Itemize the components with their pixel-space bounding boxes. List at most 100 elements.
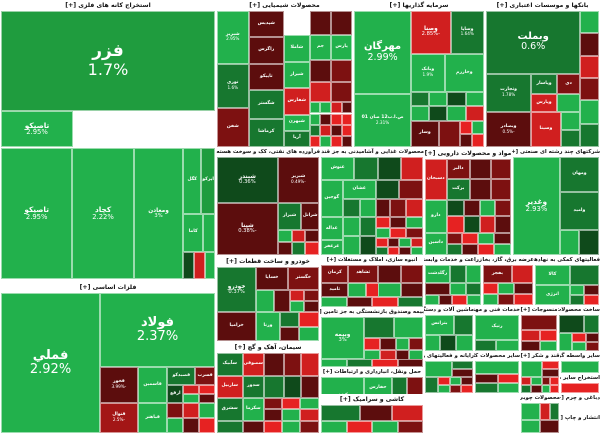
treemap-tile[interactable] [425, 361, 452, 377]
treemap-tile[interactable] [450, 265, 466, 284]
treemap-tile[interactable] [301, 375, 319, 399]
treemap-tile[interactable]: فاسمین [137, 367, 168, 403]
treemap-tile[interactable] [391, 405, 423, 421]
treemap-tile[interactable] [283, 375, 302, 399]
treemap-tile[interactable] [389, 227, 407, 239]
treemap-tile[interactable]: ختور [256, 289, 274, 313]
treemap-tile[interactable] [379, 337, 396, 351]
treemap-tile[interactable] [346, 420, 372, 433]
treemap-tile[interactable] [409, 337, 423, 351]
treemap-tile[interactable] [446, 216, 465, 233]
treemap-tile[interactable]: شرانل [301, 202, 319, 230]
treemap-tile[interactable]: ساربیل [217, 375, 243, 399]
treemap-tile[interactable] [580, 55, 599, 78]
treemap-tile[interactable]: خودرو 0.37% [217, 267, 257, 313]
treemap-tile[interactable]: دشیمی [491, 179, 511, 200]
treemap-tile[interactable]: سصوفی [242, 353, 265, 376]
treemap-tile[interactable] [291, 229, 306, 243]
treemap-tile[interactable] [273, 289, 290, 313]
treemap-tile[interactable] [464, 216, 480, 233]
treemap-tile[interactable] [464, 199, 480, 217]
treemap-tile[interactable] [309, 135, 321, 147]
treemap-tile[interactable] [580, 33, 599, 56]
treemap-tile[interactable] [397, 420, 423, 433]
treemap-tile[interactable] [360, 236, 376, 255]
treemap-tile[interactable]: غنوش [321, 157, 355, 180]
treemap-tile[interactable] [541, 385, 551, 393]
treemap-tile[interactable]: وبصادر -0.5% [486, 112, 532, 147]
treemap-tile[interactable]: وبملت 0.6% [486, 11, 581, 74]
treemap-tile[interactable] [277, 229, 292, 243]
treemap-tile[interactable]: غداله [321, 217, 343, 241]
treemap-tile[interactable] [372, 297, 398, 307]
treemap-tile[interactable] [461, 377, 473, 385]
treemap-tile[interactable] [299, 312, 319, 327]
treemap-tile[interactable] [183, 394, 200, 403]
treemap-tile[interactable] [556, 94, 581, 113]
treemap-tile[interactable] [167, 403, 184, 418]
treemap-tile[interactable] [465, 283, 481, 295]
treemap-tile[interactable] [583, 315, 599, 333]
treemap-tile[interactable]: کچاد 2.22% [72, 148, 134, 279]
treemap-tile[interactable] [342, 217, 361, 237]
treemap-tile[interactable] [521, 361, 542, 377]
treemap-tile[interactable] [561, 423, 599, 433]
treemap-tile[interactable] [281, 409, 301, 421]
treemap-tile[interactable] [411, 246, 423, 255]
treemap-tile[interactable] [446, 232, 463, 244]
treemap-tile[interactable] [460, 133, 473, 147]
treemap-tile[interactable]: وساپا 1.64% [450, 11, 484, 54]
treemap-tile[interactable] [342, 135, 352, 147]
treemap-tile[interactable] [289, 289, 305, 301]
treemap-tile[interactable]: جم [309, 35, 332, 60]
treemap-tile[interactable] [397, 358, 423, 367]
treemap-tile[interactable]: خگستر [287, 267, 319, 290]
treemap-tile[interactable] [438, 295, 453, 305]
sector-header-oil-coal-nuclear-products[interactable]: فرآورده های نفتی، کک و سوخت هسته ای [+] [216, 148, 320, 157]
treemap-tile[interactable]: کگل [183, 148, 202, 214]
treemap-tile[interactable] [483, 283, 499, 295]
treemap-tile[interactable]: شاراک [309, 11, 332, 36]
treemap-tile[interactable] [300, 409, 319, 421]
treemap-tile[interactable] [497, 373, 519, 384]
treemap-tile[interactable] [585, 342, 599, 351]
treemap-tile[interactable]: خساپا [256, 267, 288, 290]
treemap-tile[interactable] [183, 251, 195, 279]
treemap-tile[interactable] [479, 199, 496, 217]
treemap-tile[interactable] [452, 295, 467, 305]
treemap-tile[interactable] [395, 337, 410, 351]
treemap-tile[interactable]: شگستر [248, 90, 284, 119]
treemap-tile[interactable] [375, 217, 390, 228]
treemap-tile[interactable]: ص.ا.ب12 صان 01 2.31% [354, 94, 412, 147]
treemap-tile[interactable] [462, 243, 478, 255]
treemap-tile[interactable]: شبریز 2.95% [217, 11, 249, 64]
treemap-tile[interactable] [300, 420, 319, 433]
treemap-tile[interactable] [561, 361, 599, 373]
treemap-tile[interactable]: بترانس [425, 315, 454, 335]
treemap-tile[interactable] [438, 377, 450, 385]
sector-header-machinery-equipment[interactable]: ماشین آلات و دستگاههای برقی [+] [424, 306, 474, 315]
treemap-tile[interactable]: فسرب [195, 367, 215, 385]
sector-header-other-manufacturing[interactable]: سایر محصولات کانی غیرفلزی [+] [474, 352, 520, 361]
treemap-tile[interactable] [304, 289, 319, 301]
sector-header-misc-small-a[interactable]: سایر واسطه گریهای مالی [+] [560, 352, 600, 361]
treemap-tile[interactable] [346, 358, 372, 367]
treemap-tile[interactable] [531, 385, 542, 393]
treemap-tile[interactable]: دکپسول [491, 159, 511, 180]
treemap-tile[interactable]: کرماشا [248, 118, 284, 147]
treemap-tile[interactable] [521, 403, 540, 420]
treemap-tile[interactable] [277, 242, 292, 255]
treemap-tile[interactable] [399, 246, 412, 255]
treemap-tile[interactable]: شکلر [331, 11, 352, 36]
treemap-tile[interactable]: کاما [183, 213, 204, 252]
treemap-tile[interactable]: فزر 1.7% [1, 11, 215, 112]
treemap-tile[interactable]: وبیمه 3% [321, 317, 365, 359]
treemap-tile[interactable] [372, 420, 398, 433]
treemap-tile[interactable] [561, 403, 599, 413]
treemap-tile[interactable]: شفارس [284, 88, 310, 115]
treemap-tile[interactable]: شغدیر [331, 59, 352, 83]
treemap-tile[interactable] [455, 334, 473, 351]
treemap-tile[interactable] [331, 102, 343, 114]
treemap-tile[interactable] [572, 333, 586, 342]
treemap-tile[interactable] [321, 358, 347, 367]
